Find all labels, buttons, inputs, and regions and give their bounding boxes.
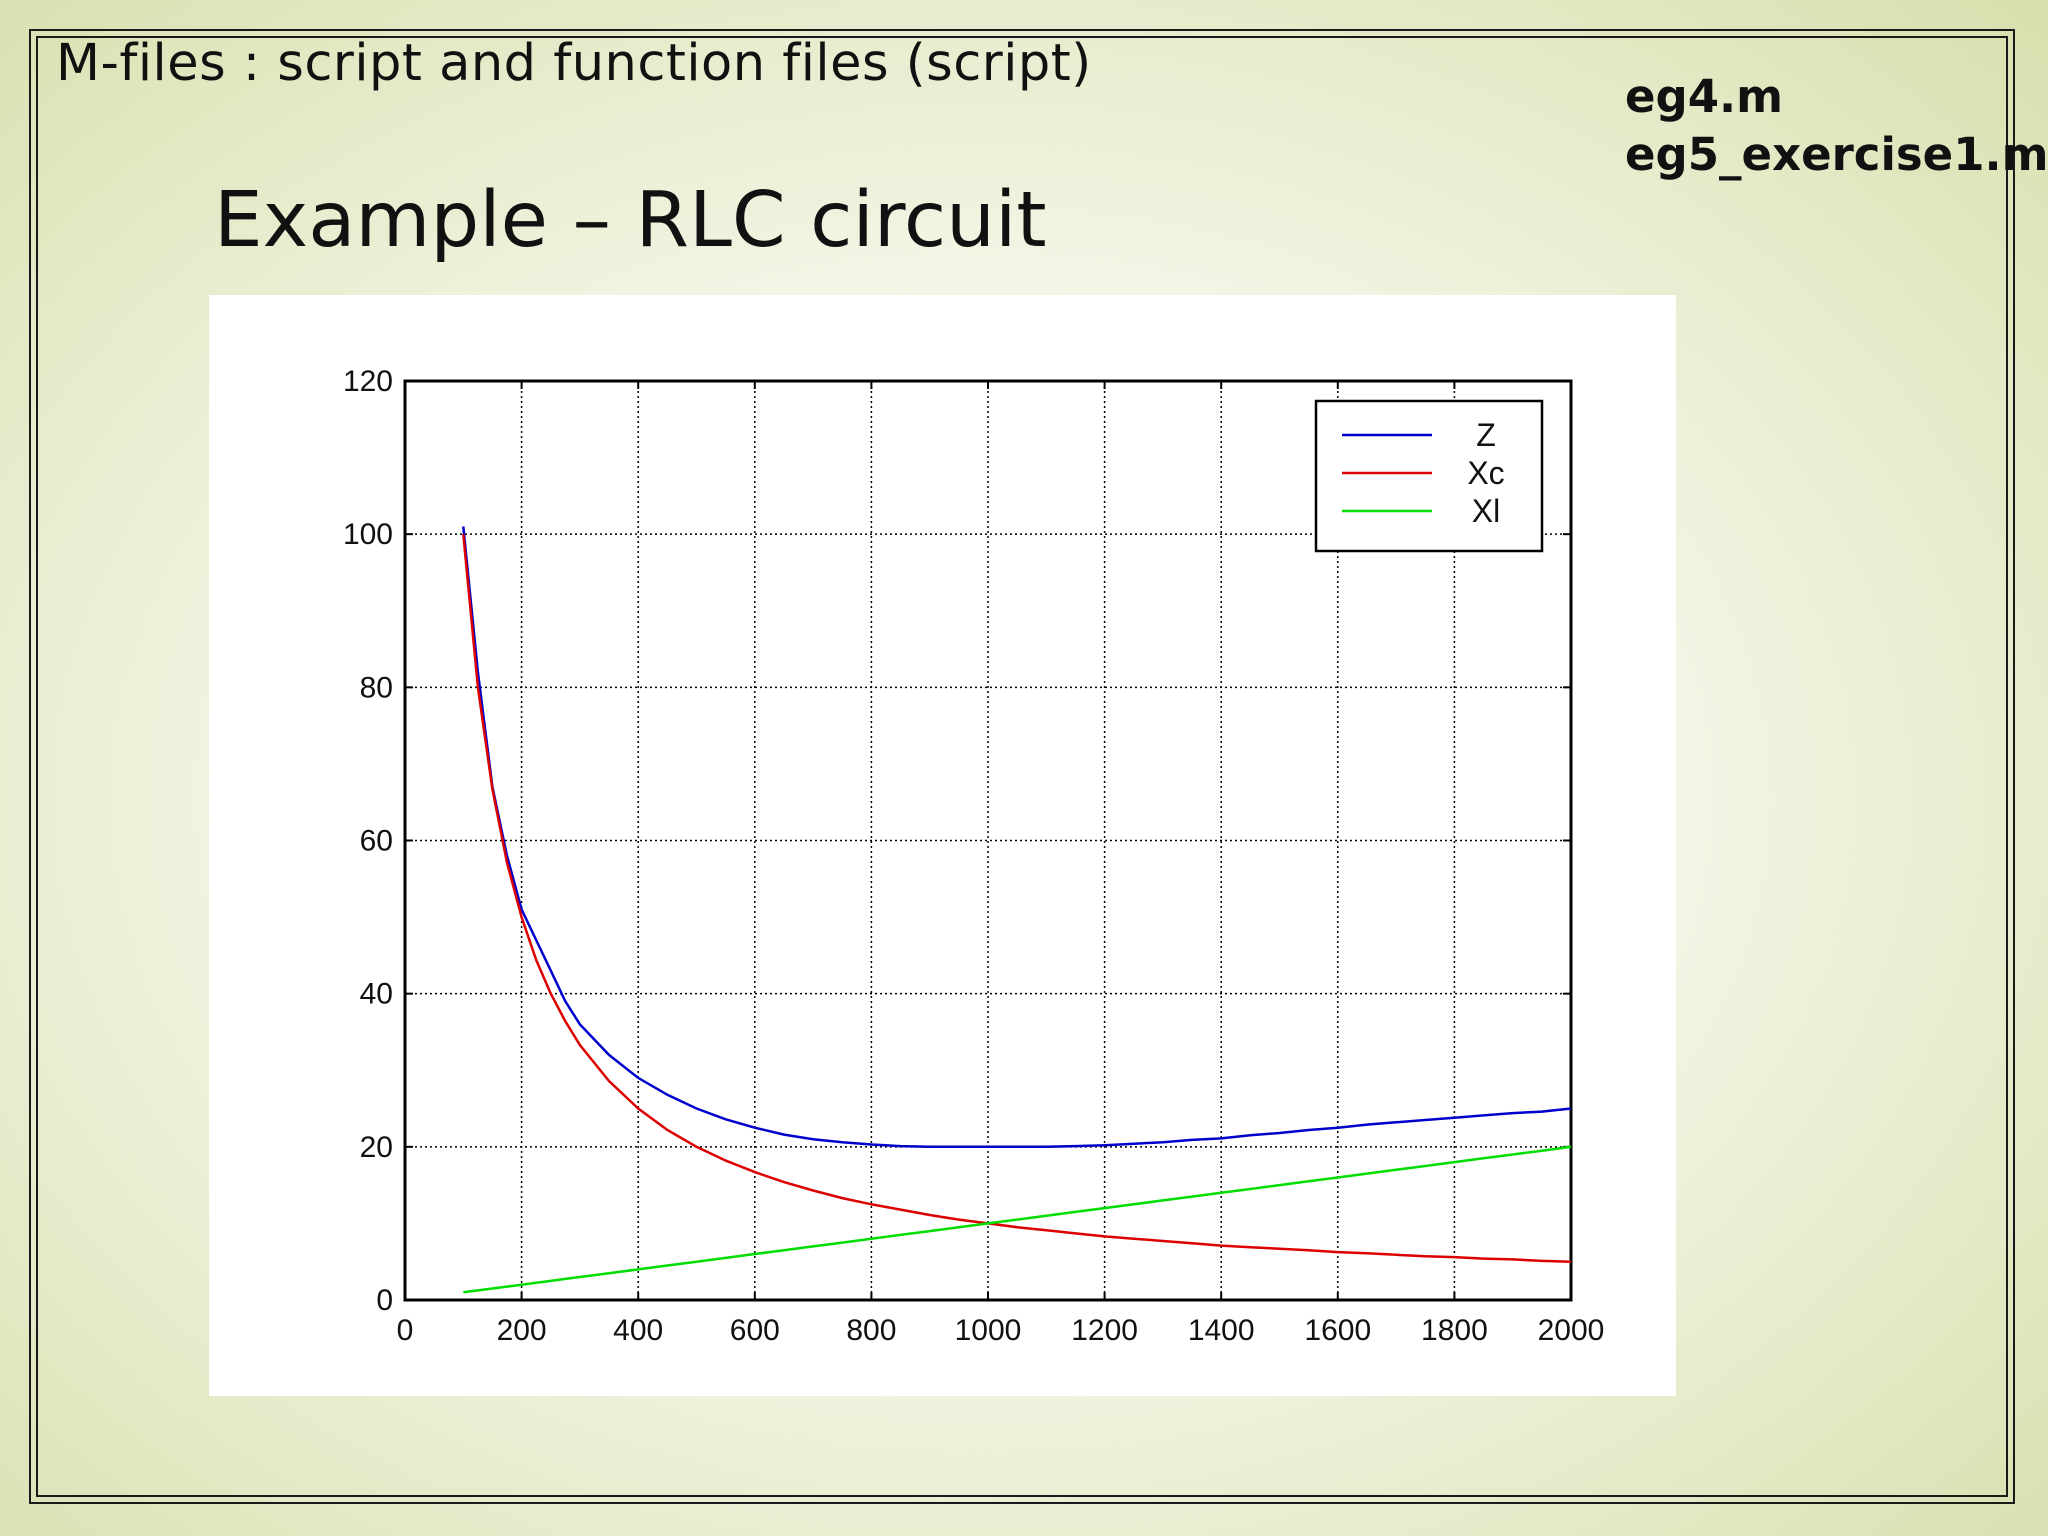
plot-figure: 0 200 400 600 800 1000 1200 1400 1600 1800 2000 0 20…	[209, 295, 1676, 1396]
series-line-z	[462, 526, 1572, 1149]
series-line-xl	[463, 1145, 1572, 1294]
slide-header: M-files : script and function files (scr…	[56, 34, 1092, 93]
y-tick-label: 40	[360, 978, 393, 1011]
line-chart: 0 200 400 600 800 1000 1200 1400 1600 1800 2000 0 20…	[343, 365, 1605, 1347]
legend-label-xl: Xl	[1472, 493, 1500, 529]
series-line-xc	[462, 534, 1572, 1263]
y-tick-label: 100	[343, 518, 393, 551]
slide-frame-inner	[36, 36, 2008, 1497]
y-tick-label: 80	[360, 671, 393, 704]
x-tick-label: 600	[730, 1314, 780, 1347]
file-name: eg5_exercise1.m	[1625, 128, 2048, 181]
legend-box	[1314, 399, 1544, 553]
slide-title: Example – RLC circuit	[214, 176, 1047, 265]
x-tick-label: 400	[613, 1314, 663, 1347]
y-tick-label: 20	[360, 1131, 393, 1164]
x-tick-label: 2000	[1538, 1314, 1605, 1347]
x-tick-label: 1000	[955, 1314, 1022, 1347]
x-tick-label: 1600	[1304, 1314, 1371, 1347]
y-tick-label: 120	[343, 365, 393, 398]
x-tick-label: 0	[397, 1314, 414, 1347]
file-name: eg4.m	[1625, 70, 1784, 123]
y-tick-label: 0	[376, 1284, 393, 1317]
x-tick-label: 800	[846, 1314, 896, 1347]
x-tick-label: 1800	[1421, 1314, 1488, 1347]
slide-frame-outer	[29, 29, 2015, 1504]
x-tick-label: 200	[497, 1314, 547, 1347]
legend-label-xc: Xc	[1467, 455, 1504, 491]
legend-label-z: Z	[1476, 417, 1496, 453]
x-tick-label: 1400	[1188, 1314, 1255, 1347]
x-tick-label: 1200	[1071, 1314, 1138, 1347]
file-list: eg4.m eg5_exercise1.m	[1625, 68, 2048, 184]
y-tick-label: 60	[360, 825, 393, 858]
